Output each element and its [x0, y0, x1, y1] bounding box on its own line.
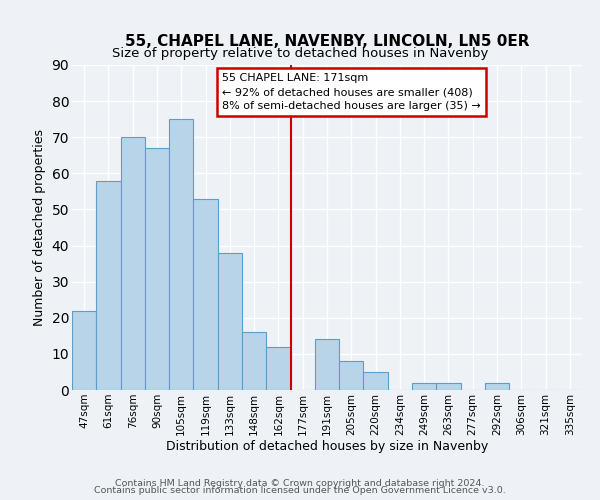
Bar	[72, 310, 96, 390]
Bar	[121, 137, 145, 390]
Bar	[193, 198, 218, 390]
Y-axis label: Number of detached properties: Number of detached properties	[33, 129, 46, 326]
Bar	[242, 332, 266, 390]
Bar	[436, 383, 461, 390]
Title: 55, CHAPEL LANE, NAVENBY, LINCOLN, LN5 0ER: 55, CHAPEL LANE, NAVENBY, LINCOLN, LN5 0…	[125, 34, 529, 48]
Text: Contains public sector information licensed under the Open Government Licence v3: Contains public sector information licen…	[94, 486, 506, 495]
Bar	[364, 372, 388, 390]
Bar	[145, 148, 169, 390]
Text: 55 CHAPEL LANE: 171sqm
← 92% of detached houses are smaller (408)
8% of semi-det: 55 CHAPEL LANE: 171sqm ← 92% of detached…	[223, 73, 481, 111]
Text: Size of property relative to detached houses in Navenby: Size of property relative to detached ho…	[112, 48, 488, 60]
Bar	[218, 253, 242, 390]
Bar	[485, 383, 509, 390]
Text: Contains HM Land Registry data © Crown copyright and database right 2024.: Contains HM Land Registry data © Crown c…	[115, 478, 485, 488]
Bar	[315, 340, 339, 390]
Bar	[266, 346, 290, 390]
Bar	[96, 180, 121, 390]
X-axis label: Distribution of detached houses by size in Navenby: Distribution of detached houses by size …	[166, 440, 488, 454]
Bar	[412, 383, 436, 390]
Bar	[169, 119, 193, 390]
Bar	[339, 361, 364, 390]
